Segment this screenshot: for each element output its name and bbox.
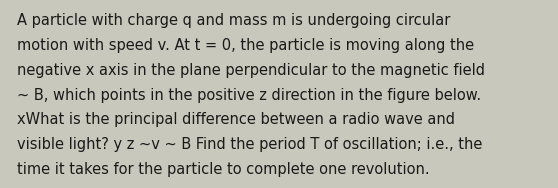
Text: motion with speed v. At t = 0, the particle is moving along the: motion with speed v. At t = 0, the parti…	[17, 38, 474, 53]
Text: visible light? y z ~v ~ B Find the period T of oscillation; i.e., the: visible light? y z ~v ~ B Find the perio…	[17, 137, 482, 152]
Text: negative x axis in the plane perpendicular to the magnetic field: negative x axis in the plane perpendicul…	[17, 63, 485, 78]
Text: A particle with charge q and mass m is undergoing circular: A particle with charge q and mass m is u…	[17, 13, 450, 28]
Text: ~ B, which points in the positive z direction in the figure below.: ~ B, which points in the positive z dire…	[17, 88, 481, 103]
Text: time it takes for the particle to complete one revolution.: time it takes for the particle to comple…	[17, 162, 429, 177]
Text: xWhat is the principal difference between a radio wave and: xWhat is the principal difference betwee…	[17, 112, 455, 127]
